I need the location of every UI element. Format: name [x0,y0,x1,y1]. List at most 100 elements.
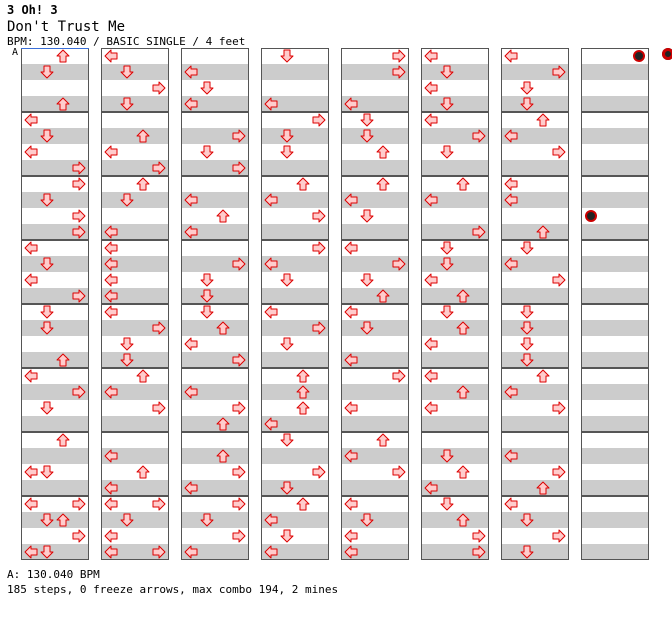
arrow-left-icon [264,545,278,559]
arrow-right-icon [232,161,246,175]
arrow-down-icon [440,449,454,463]
arrow-up-icon [56,97,70,111]
arrow-left-icon [344,97,358,111]
arrow-down-icon [40,257,54,271]
arrow-left-icon [24,113,38,127]
arrow-down-icon [280,481,294,495]
arrow-left-icon [344,401,358,415]
arrow-left-icon [264,417,278,431]
arrow-right-icon [72,497,86,511]
arrow-up-icon [456,385,470,399]
arrow-right-icon [312,113,326,127]
arrow-up-icon [376,145,390,159]
arrow-left-icon [184,193,198,207]
arrow-right-icon [72,289,86,303]
measure [181,176,249,240]
arrow-right-icon [152,545,166,559]
measure [21,304,89,368]
arrow-left-icon [184,545,198,559]
arrow-left-icon [344,449,358,463]
arrow-down-icon [280,337,294,351]
measure [341,112,409,176]
arrow-down-icon [120,337,134,351]
arrow-up-icon [536,225,550,239]
arrow-up-icon [296,401,310,415]
arrow-left-icon [504,177,518,191]
arrow-left-icon [424,113,438,127]
arrow-right-icon [392,257,406,271]
arrow-down-icon [520,81,534,95]
arrow-down-icon [40,129,54,143]
arrow-up-icon [136,465,150,479]
arrow-right-icon [72,177,86,191]
mine-icon [585,210,597,222]
arrow-down-icon [520,513,534,527]
arrow-right-icon [152,321,166,335]
arrow-right-icon [312,465,326,479]
chart-column [581,48,649,560]
arrow-up-icon [56,49,70,63]
arrow-up-icon [376,177,390,191]
arrow-up-icon [296,369,310,383]
chart-column [341,48,409,560]
measure [21,48,89,112]
arrow-up-icon [216,449,230,463]
arrow-right-icon [552,529,566,543]
end-marker-icon [662,48,672,60]
arrow-up-icon [296,177,310,191]
arrow-right-icon [392,65,406,79]
arrow-left-icon [504,385,518,399]
arrow-down-icon [440,65,454,79]
arrow-down-icon [280,433,294,447]
arrow-up-icon [216,417,230,431]
song-title: Don't Trust Me [7,19,126,35]
measure [21,368,89,432]
arrow-right-icon [392,49,406,63]
arrow-down-icon [120,97,134,111]
arrow-up-icon [456,465,470,479]
bpm-marker-label: A [12,47,19,58]
arrow-left-icon [104,257,118,271]
arrow-left-icon [504,193,518,207]
arrow-right-icon [152,401,166,415]
measure [501,496,569,560]
arrow-up-icon [536,481,550,495]
measure [581,496,649,560]
arrow-left-icon [504,129,518,143]
arrow-left-icon [184,337,198,351]
arrow-down-icon [520,241,534,255]
arrow-left-icon [24,145,38,159]
arrow-down-icon [360,129,374,143]
arrow-left-icon [184,481,198,495]
arrow-left-icon [504,257,518,271]
arrow-left-icon [344,305,358,319]
arrow-right-icon [232,257,246,271]
arrow-down-icon [440,97,454,111]
arrow-left-icon [424,49,438,63]
measure [181,240,249,304]
arrow-down-icon [520,321,534,335]
measure [581,112,649,176]
measure [501,368,569,432]
arrow-right-icon [72,209,86,223]
arrow-down-icon [520,97,534,111]
arrow-up-icon [216,209,230,223]
measure [501,304,569,368]
arrow-left-icon [344,193,358,207]
measure [501,112,569,176]
arrow-left-icon [424,273,438,287]
arrow-down-icon [280,49,294,63]
arrow-left-icon [104,145,118,159]
arrow-left-icon [24,545,38,559]
arrow-left-icon [24,497,38,511]
arrow-up-icon [136,129,150,143]
arrow-up-icon [536,369,550,383]
arrow-up-icon [216,321,230,335]
arrow-down-icon [40,321,54,335]
arrow-left-icon [104,273,118,287]
chart-info: BPM: 130.040 / BASIC SINGLE / 4 feet [7,35,246,48]
arrow-down-icon [40,305,54,319]
arrow-right-icon [72,529,86,543]
